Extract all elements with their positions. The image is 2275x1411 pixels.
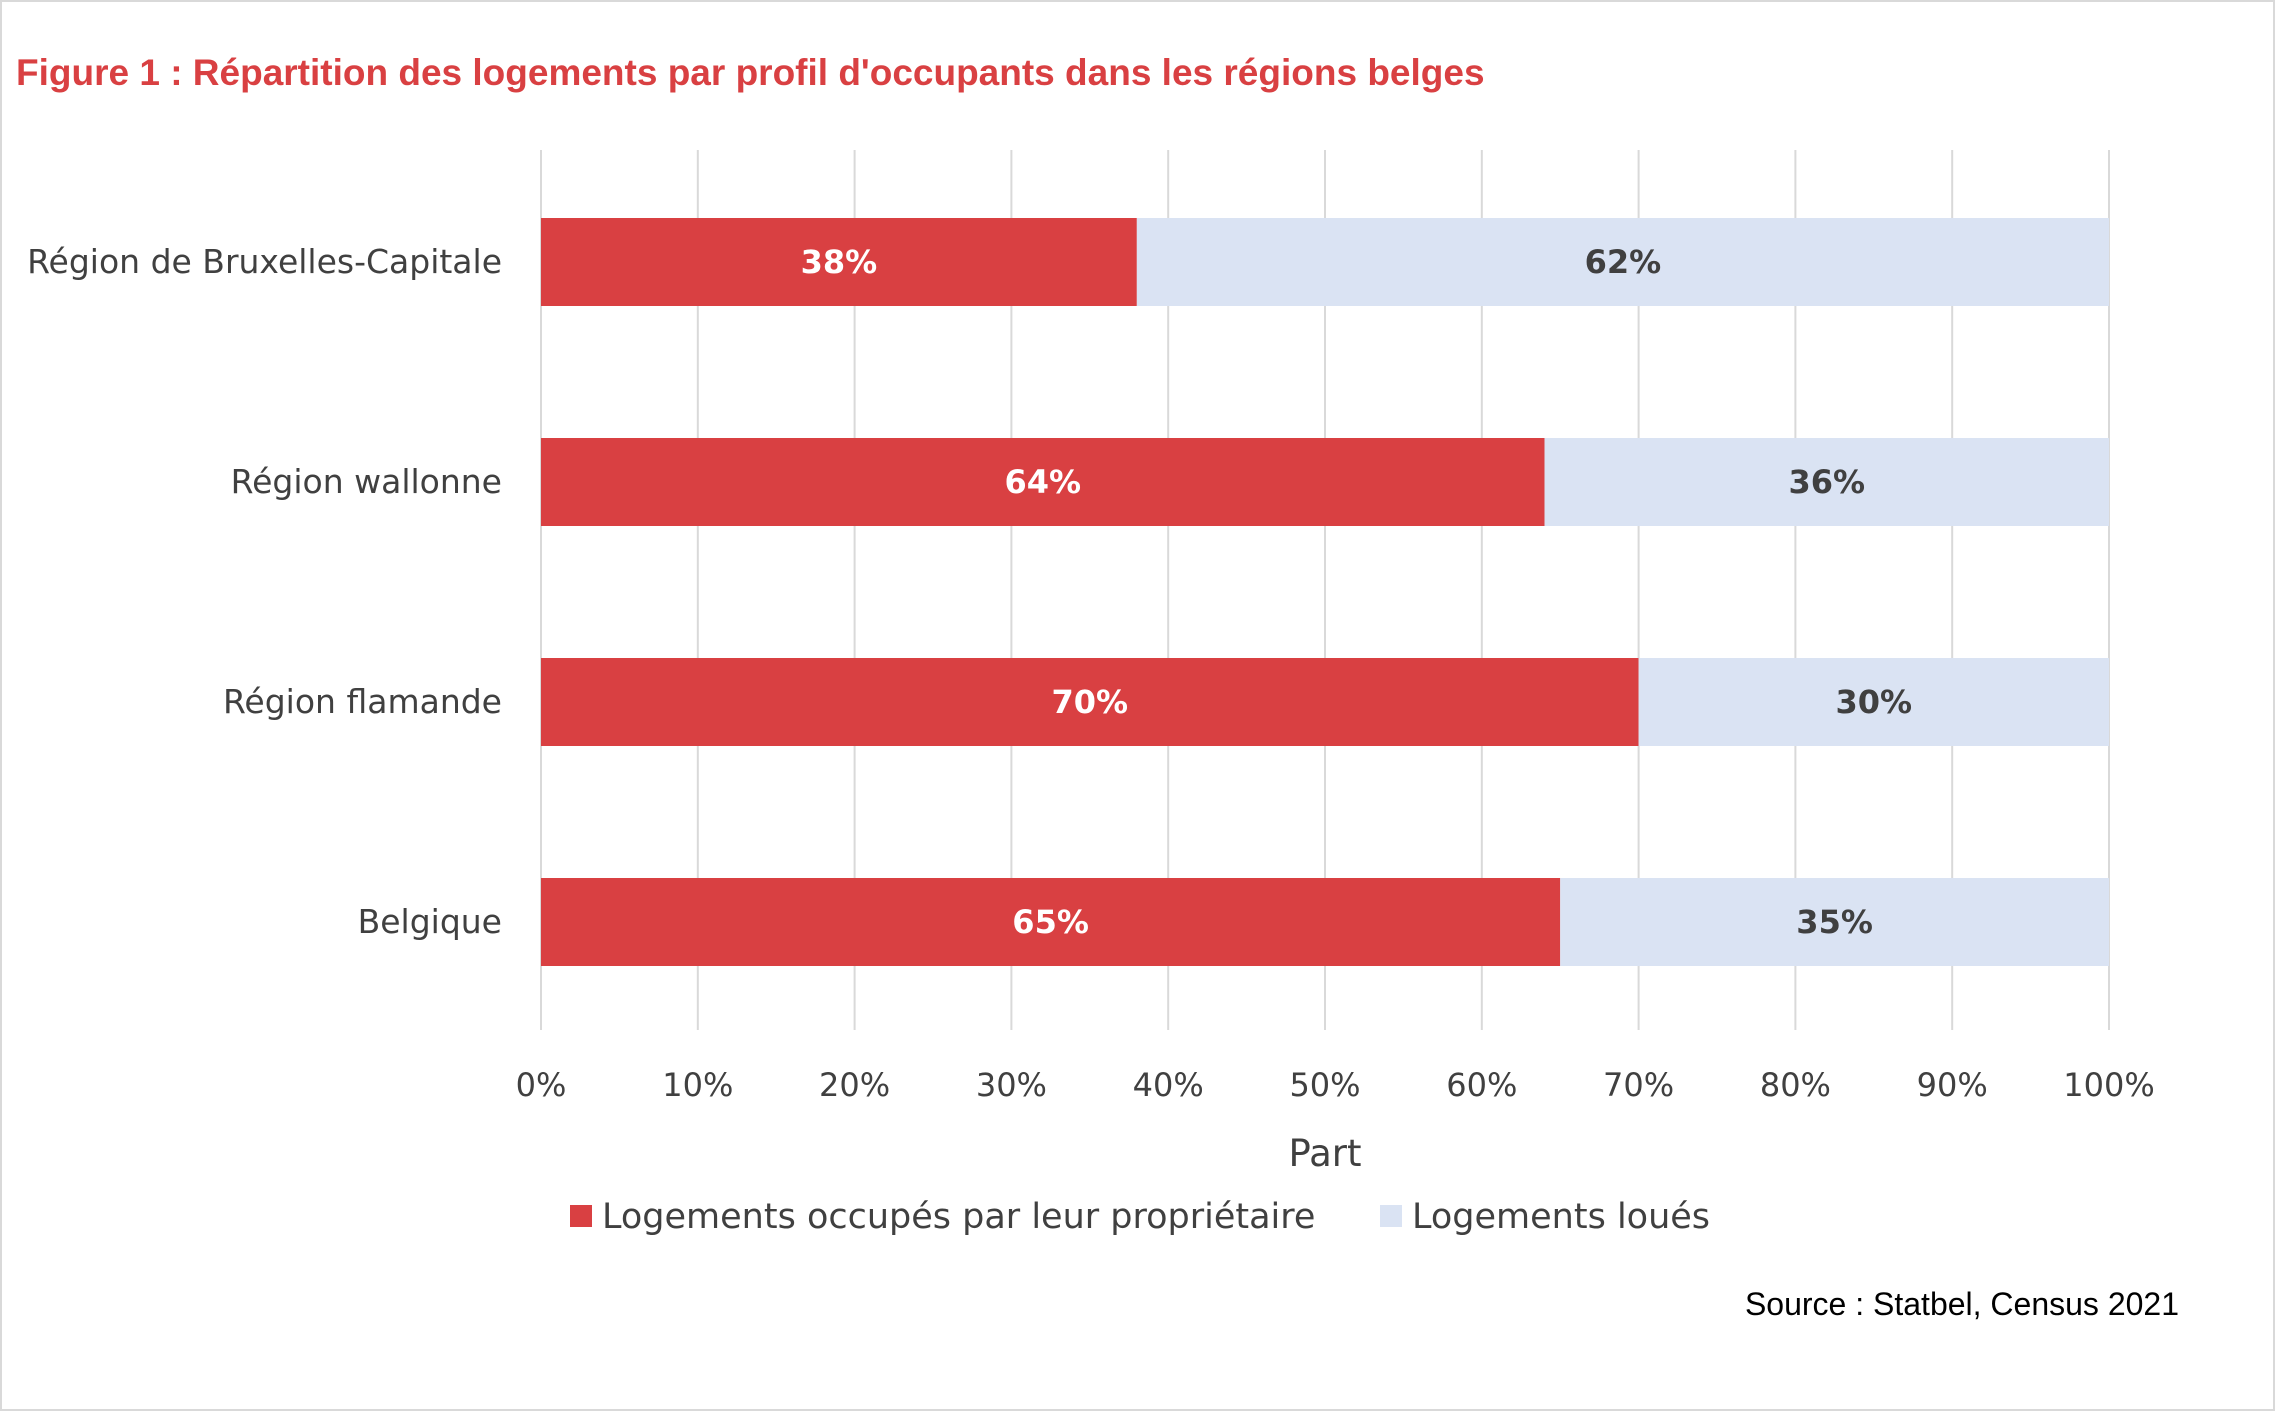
category-label: Région wallonne	[231, 462, 502, 501]
data-label: 30%	[1836, 683, 1913, 721]
x-tick-label: 80%	[1760, 1066, 1831, 1104]
x-tick-label: 0%	[516, 1066, 567, 1104]
legend-owner-occupied-label: Logements occupés par leur propriétaire	[602, 1197, 1315, 1237]
data-label: 38%	[801, 243, 878, 281]
x-tick-label: 10%	[662, 1066, 733, 1104]
x-tick-label: 100%	[2063, 1066, 2154, 1104]
x-tick-label: 20%	[819, 1066, 890, 1104]
bar-owner-occupied	[541, 438, 1545, 526]
category-label: Région flamande	[223, 682, 502, 721]
x-tick-label: 30%	[976, 1066, 1047, 1104]
bar-rented	[1136, 218, 2109, 306]
x-tick-label: 40%	[1133, 1066, 1204, 1104]
category-label: Région de Bruxelles-Capitale	[27, 242, 502, 281]
bar-owner-occupied	[541, 658, 1639, 746]
data-label: 36%	[1788, 463, 1865, 501]
bar-rented	[1544, 438, 2109, 526]
bar-owner-occupied	[541, 878, 1561, 966]
x-axis-title: Part	[1288, 1132, 1361, 1175]
legend-rented-swatch	[1380, 1205, 1402, 1227]
legend-owner-occupied-swatch	[570, 1205, 592, 1227]
data-label: 35%	[1796, 903, 1873, 941]
bar-rented	[1638, 658, 2109, 746]
bar-rented	[1560, 878, 2109, 966]
legend-rented-label: Logements loués	[1412, 1197, 1710, 1237]
source-note: Source : Statbel, Census 2021	[1744, 1286, 2179, 1322]
chart-title: Figure 1 : Répartition des logements par…	[16, 52, 1485, 93]
x-tick-label: 50%	[1289, 1066, 1360, 1104]
data-label: 62%	[1585, 243, 1662, 281]
data-label: 64%	[1004, 463, 1081, 501]
category-label: Belgique	[358, 902, 502, 941]
x-tick-label: 90%	[1917, 1066, 1988, 1104]
data-label: 65%	[1012, 903, 1089, 941]
x-tick-label: 70%	[1603, 1066, 1674, 1104]
x-tick-label: 60%	[1446, 1066, 1517, 1104]
data-label: 70%	[1052, 683, 1129, 721]
bar-owner-occupied	[541, 218, 1137, 306]
